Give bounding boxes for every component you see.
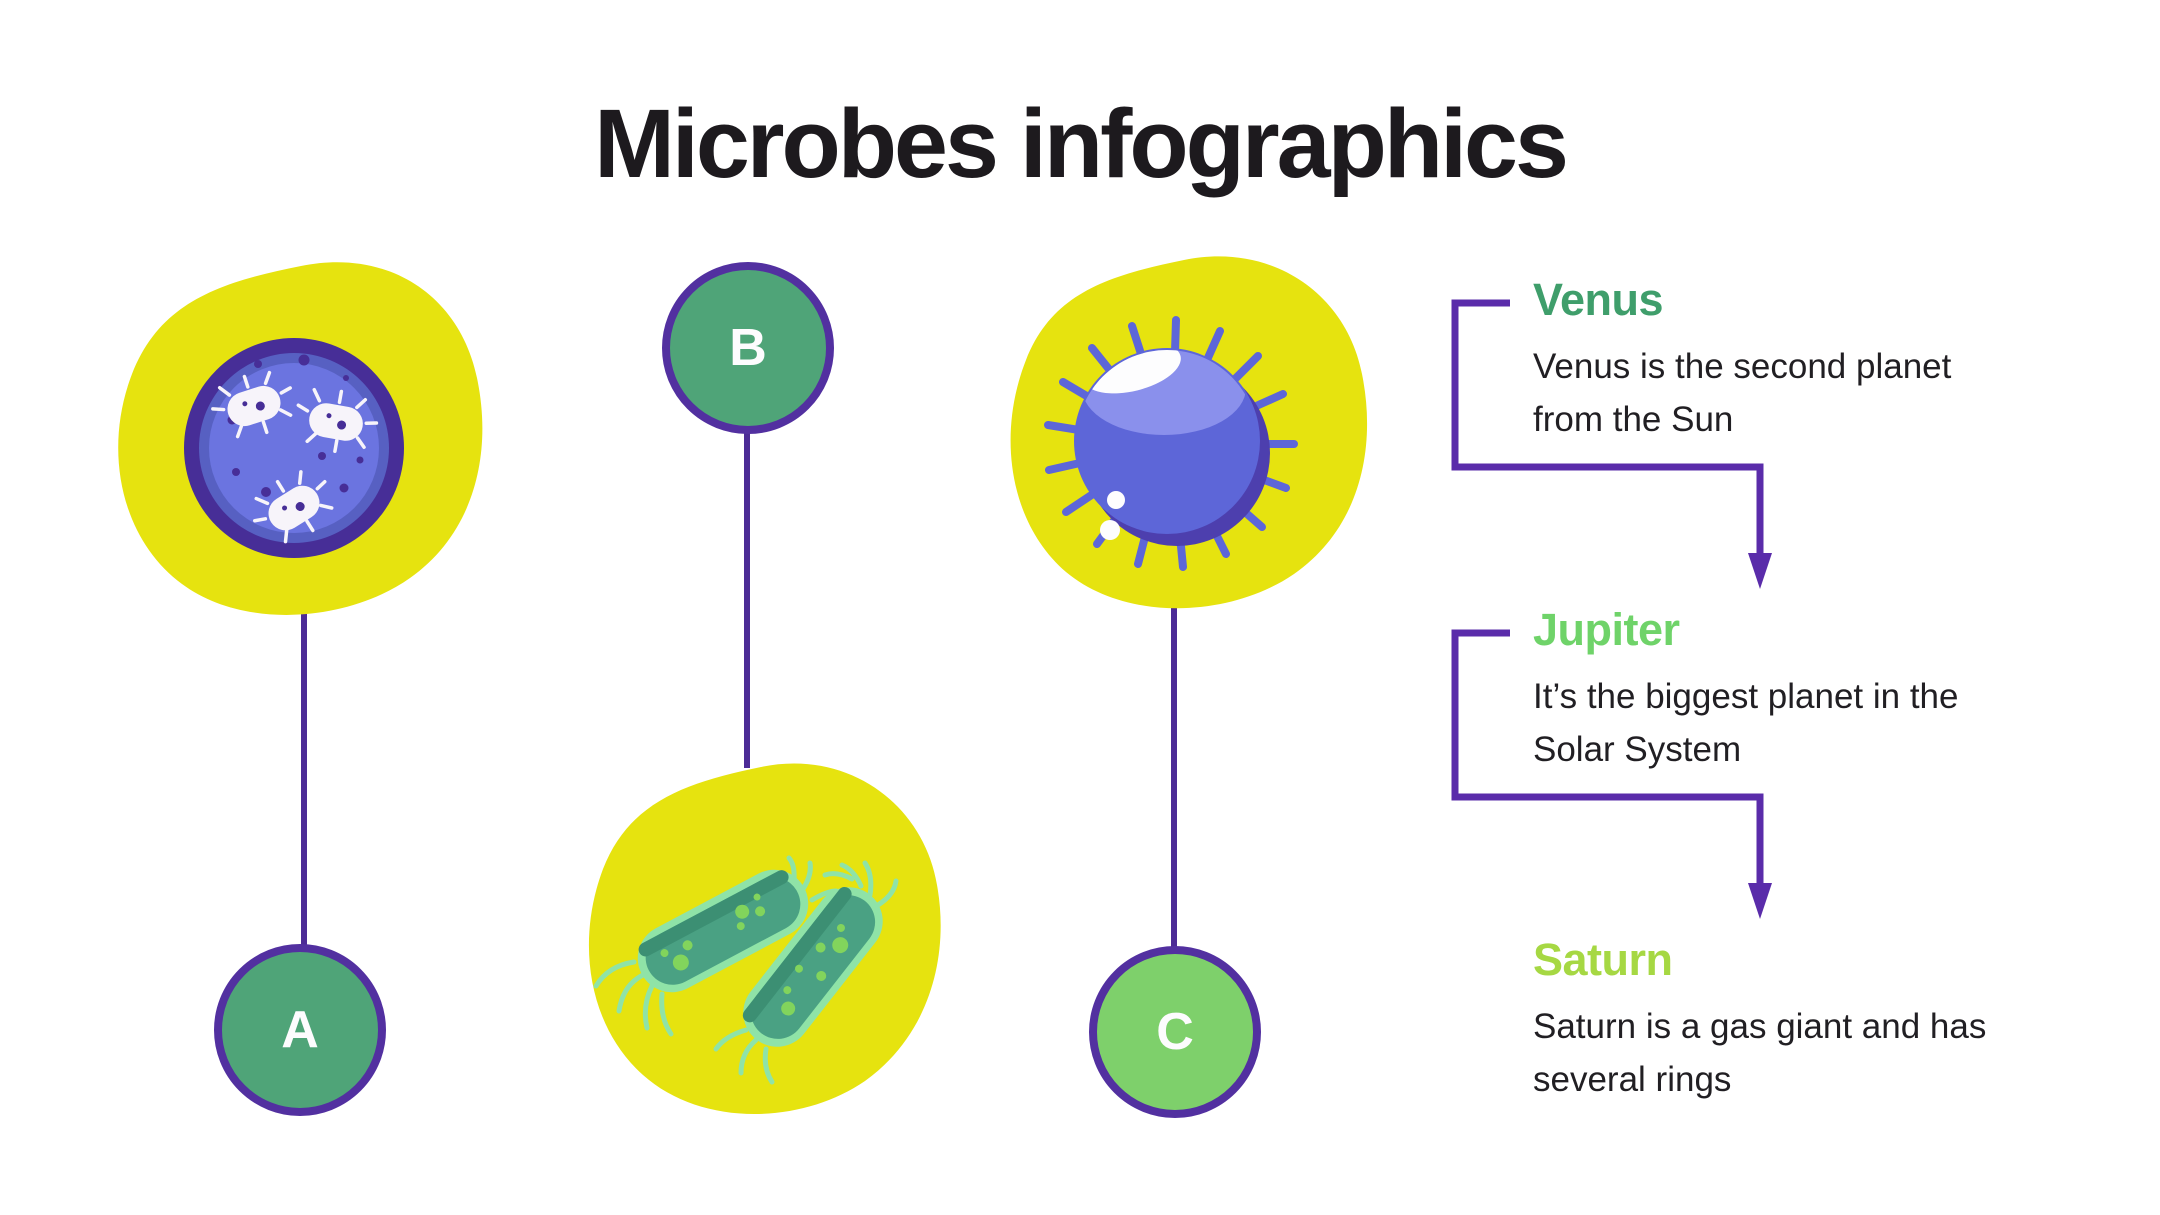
bacteria-rods-icon: [588, 763, 941, 1115]
bacterium-rod: [742, 887, 883, 1047]
microbe-figure-3: [998, 248, 1378, 628]
connector-line-c: [1171, 600, 1177, 950]
virus-icon: [1010, 256, 1368, 609]
bracket-arrow-jupiter-to-saturn: [1451, 629, 1772, 919]
entry-venus: Venus Venus is the second planet from th…: [1533, 273, 2053, 446]
arrow-down-icon: [1748, 553, 1772, 589]
white-bacterium: [253, 470, 334, 544]
marker-a: A: [214, 944, 386, 1116]
connector-line-b: [744, 428, 750, 768]
white-bacterium: [211, 370, 293, 439]
connector-line-a: [301, 600, 307, 950]
marker-b-label: B: [729, 319, 767, 377]
arrow-down-icon: [1748, 883, 1772, 919]
bacterium-rod: [637, 869, 809, 993]
amoeba-cell-icon: [118, 262, 483, 615]
virus-spikes: [1044, 316, 1298, 571]
microbe-figure-2: [573, 753, 958, 1128]
entry-saturn-heading: Saturn: [1533, 934, 1673, 985]
white-bacterium: [296, 387, 379, 454]
microbe-figure-1: [108, 256, 503, 626]
entry-jupiter-heading: Jupiter: [1533, 604, 1680, 655]
marker-b: B: [662, 262, 834, 434]
bracket-arrow-venus-to-jupiter: [1451, 299, 1772, 589]
marker-a-label: A: [281, 1001, 319, 1059]
entry-venus-heading: Venus: [1533, 274, 1664, 325]
entry-saturn: Saturn Saturn is a gas giant and has sev…: [1533, 933, 2053, 1106]
marker-c: C: [1089, 946, 1261, 1118]
entry-saturn-description: Saturn is a gas giant and has several ri…: [1533, 1007, 1987, 1099]
entry-venus-description: Venus is the second planet from the Sun: [1533, 347, 1952, 439]
marker-c-label: C: [1156, 1003, 1194, 1061]
entry-jupiter: Jupiter It’s the biggest planet in the S…: [1533, 603, 2053, 776]
entry-jupiter-description: It’s the biggest planet in the Solar Sys…: [1533, 677, 1959, 769]
page-title: Microbes infographics: [594, 89, 1569, 198]
